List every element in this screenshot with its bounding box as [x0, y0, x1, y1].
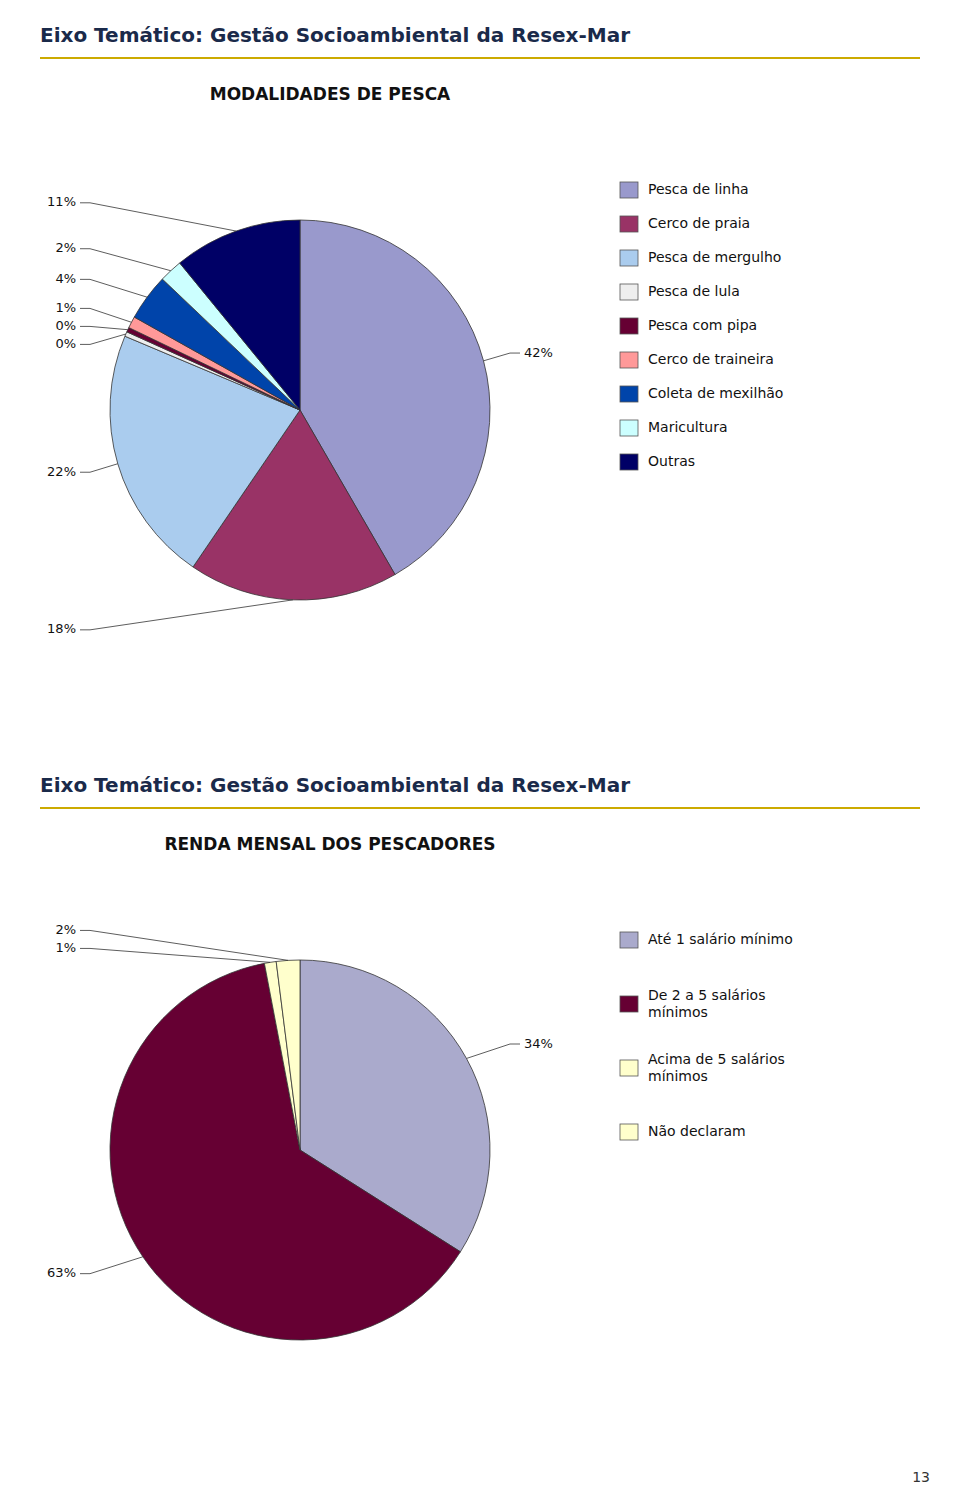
leader-line	[80, 279, 147, 297]
data-label: 22%	[47, 464, 76, 479]
data-label: 18%	[47, 621, 76, 636]
section-heading: Eixo Temático: Gestão Socioambiental da …	[40, 23, 630, 47]
leader-line	[80, 464, 118, 472]
data-label: 0%	[55, 318, 76, 333]
legend-swatch	[620, 318, 638, 334]
text-line: Cerco de praia	[648, 215, 750, 231]
leader-line	[80, 334, 126, 344]
leader-line	[80, 249, 171, 271]
chart-title: MODALIDADES DE PESCA	[210, 84, 451, 104]
chart: Eixo Temático: Gestão Socioambiental da …	[40, 773, 930, 1485]
text-line: Até 1 salário mínimo	[648, 931, 793, 947]
legend-entry: Outras	[648, 453, 695, 469]
pie	[110, 220, 490, 600]
leader-line	[80, 203, 236, 231]
text-line: Pesca de linha	[648, 181, 749, 197]
pie	[110, 960, 490, 1340]
data-label: 0%	[55, 336, 76, 351]
data-label: 1%	[55, 300, 76, 315]
legend-entry: Até 1 salário mínimo	[648, 931, 793, 947]
legend-entry: Cerco de traineira	[648, 351, 774, 367]
leader-line	[80, 600, 293, 630]
data-label: 63%	[47, 1265, 76, 1280]
legend-entry: Pesca de mergulho	[648, 249, 781, 265]
leader-line	[484, 353, 520, 361]
legend-entry: Coleta de mexilhão	[648, 385, 783, 401]
leader-line	[466, 1044, 520, 1058]
legend-swatch	[620, 250, 638, 266]
legend-entry: Cerco de praia	[648, 215, 750, 231]
legend-entry: Não declaram	[648, 1123, 746, 1139]
chart: Eixo Temático: Gestão Socioambiental da …	[40, 23, 920, 636]
legend-entry: Pesca com pipa	[648, 317, 757, 333]
data-label: 1%	[55, 940, 76, 955]
legend-swatch	[620, 1124, 638, 1140]
legend: Pesca de linha Cerco de praia Pesca de mer…	[620, 181, 783, 470]
pie-slice	[276, 960, 300, 1150]
chart-title: RENDA MENSAL DOS PESCADORES	[164, 834, 495, 854]
data-label: 4%	[55, 271, 76, 286]
pie-slice	[180, 220, 300, 410]
legend-entry: Pesca de lula	[648, 283, 740, 299]
leader-line	[80, 308, 131, 322]
text-line: Outras	[648, 453, 695, 469]
legend-entry: De 2 a 5 saláriosmínimos	[648, 987, 765, 1020]
legend-swatch	[620, 420, 638, 436]
leader-line	[80, 326, 128, 329]
section-heading: Eixo Temático: Gestão Socioambiental da …	[40, 773, 630, 797]
data-label: 11%	[47, 194, 76, 209]
text-line: Não declaram	[648, 1123, 746, 1139]
legend-swatch	[620, 352, 638, 368]
legend-swatch	[620, 284, 638, 300]
data-label: 2%	[55, 922, 76, 937]
text-line: mínimos	[648, 1068, 708, 1084]
heading-rule	[40, 57, 920, 59]
page: Eixo Temático: Gestão Socioambiental da …	[0, 0, 960, 1500]
text-line: De 2 a 5 salários	[648, 987, 765, 1003]
legend-swatch	[620, 996, 638, 1012]
text-line: Cerco de traineira	[648, 351, 774, 367]
legend-entry: Maricultura	[648, 419, 727, 435]
legend-swatch	[620, 182, 638, 198]
legend: Até 1 salário mínimoDe 2 a 5 saláriosmín…	[620, 931, 793, 1140]
text-line: Coleta de mexilhão	[648, 385, 783, 401]
text-line: Pesca de mergulho	[648, 249, 781, 265]
text-line: Pesca com pipa	[648, 317, 757, 333]
data-label: 34%	[524, 1036, 553, 1051]
data-label: 2%	[55, 240, 76, 255]
legend-entry: Acima de 5 saláriosmínimos	[648, 1051, 785, 1084]
legend-swatch	[620, 216, 638, 232]
text-line: Pesca de lula	[648, 283, 740, 299]
heading-rule	[40, 807, 920, 809]
text-line: Acima de 5 salários	[648, 1051, 785, 1067]
text-line: Maricultura	[648, 419, 727, 435]
legend-entry: Pesca de linha	[648, 181, 749, 197]
legend-swatch	[620, 932, 638, 948]
leader-line	[80, 930, 288, 960]
legend-swatch	[620, 386, 638, 402]
legend-swatch	[620, 454, 638, 470]
leader-line	[80, 1257, 143, 1274]
page-number: 13	[912, 1469, 930, 1485]
text-line: mínimos	[648, 1004, 708, 1020]
leader-line	[80, 948, 270, 962]
legend-swatch	[620, 1060, 638, 1076]
data-label: 42%	[524, 345, 553, 360]
